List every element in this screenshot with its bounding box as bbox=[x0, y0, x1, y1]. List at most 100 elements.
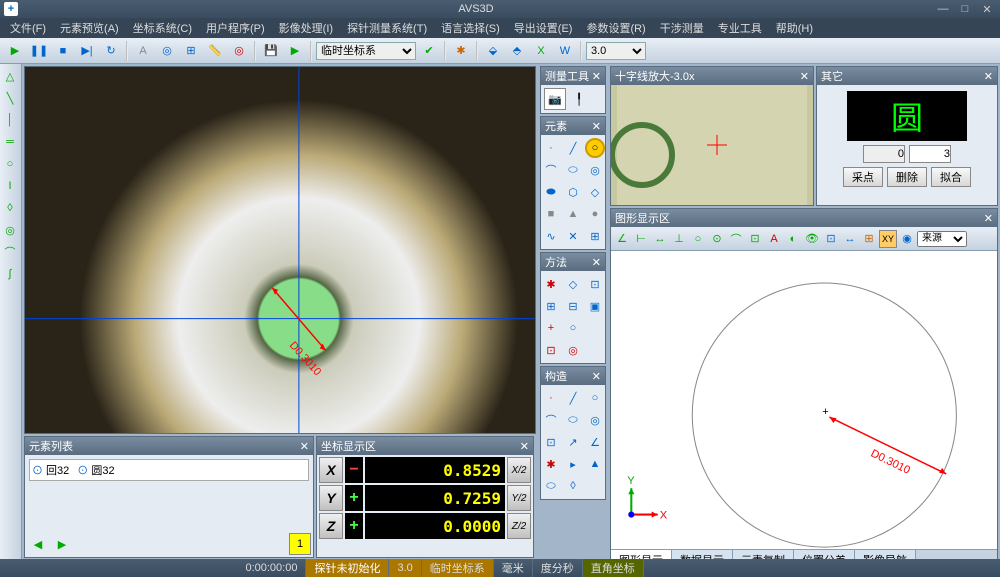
c10-icon[interactable]: ✱ bbox=[541, 454, 561, 474]
zoom-select[interactable]: 3.0 bbox=[586, 42, 646, 60]
ruler-button[interactable]: 📏 bbox=[204, 40, 226, 62]
point-icon[interactable]: · bbox=[541, 138, 561, 158]
menu-item-0[interactable]: 文件(F) bbox=[4, 18, 52, 38]
gt5[interactable]: ○ bbox=[689, 230, 707, 248]
c8-icon[interactable]: ↗ bbox=[563, 432, 583, 452]
menu-item-1[interactable]: 元素预览(A) bbox=[54, 18, 125, 38]
action-button-2[interactable]: 拟合 bbox=[931, 167, 971, 187]
gt11[interactable]: 👁 bbox=[803, 230, 821, 248]
menu-item-6[interactable]: 语言选择(S) bbox=[435, 18, 506, 38]
apply-button[interactable]: ✔ bbox=[418, 40, 440, 62]
menu-item-11[interactable]: 帮助(H) bbox=[770, 18, 819, 38]
menu-item-10[interactable]: 专业工具 bbox=[712, 18, 768, 38]
arc-tool[interactable]: ⌒ bbox=[0, 242, 20, 262]
excel-button[interactable]: X bbox=[530, 40, 552, 62]
gt3[interactable]: ↔ bbox=[651, 230, 669, 248]
c12-icon[interactable]: ▲ bbox=[585, 454, 605, 474]
close-icon[interactable]: ✕ bbox=[800, 70, 809, 83]
c2-icon[interactable]: ╱ bbox=[563, 388, 583, 408]
probe-icon[interactable]: ╿ bbox=[568, 88, 590, 110]
minimize-button[interactable]: — bbox=[934, 2, 952, 16]
diamond-icon[interactable]: ◇ bbox=[585, 182, 605, 202]
c7-icon[interactable]: ⊡ bbox=[541, 432, 561, 452]
source-select[interactable]: 来源 bbox=[917, 231, 967, 247]
ring-icon[interactable]: ◎ bbox=[585, 160, 605, 180]
a-button[interactable]: A bbox=[132, 40, 154, 62]
menu-item-8[interactable]: 参数设置(R) bbox=[580, 18, 651, 38]
gt7[interactable]: ⌒ bbox=[727, 230, 745, 248]
half-Y[interactable]: Y/2 bbox=[507, 485, 531, 511]
line-icon[interactable]: ╱ bbox=[563, 138, 583, 158]
close-button[interactable]: ✕ bbox=[978, 2, 996, 16]
target-button[interactable]: ◎ bbox=[156, 40, 178, 62]
target2-button[interactable]: ◎ bbox=[228, 40, 250, 62]
c5-icon[interactable]: ⬭ bbox=[563, 410, 583, 430]
camera-icon[interactable]: 📷 bbox=[544, 88, 566, 110]
value2-input[interactable] bbox=[909, 145, 951, 163]
gt9[interactable]: A bbox=[765, 230, 783, 248]
menu-item-9[interactable]: 干涉测量 bbox=[654, 18, 710, 38]
half-Z[interactable]: Z/2 bbox=[507, 513, 531, 539]
hex-icon[interactable]: ⬡ bbox=[563, 182, 583, 202]
light-button[interactable]: ✱ bbox=[450, 40, 472, 62]
gt1[interactable]: ∠ bbox=[613, 230, 631, 248]
play2-button[interactable]: ▶ bbox=[284, 40, 306, 62]
menu-item-4[interactable]: 影像处理(I) bbox=[273, 18, 339, 38]
close-icon[interactable]: ✕ bbox=[984, 70, 993, 83]
line-tool[interactable]: ╲ bbox=[0, 88, 20, 108]
slot-icon[interactable]: ⬬ bbox=[541, 182, 561, 202]
m8-icon[interactable]: ○ bbox=[563, 318, 583, 338]
video-view[interactable]: D0.3010 bbox=[24, 66, 536, 434]
m10-icon[interactable]: ⊡ bbox=[541, 340, 561, 360]
triangle-tool[interactable]: △ bbox=[0, 66, 20, 86]
c3-icon[interactable]: ○ bbox=[585, 388, 605, 408]
pause-button[interactable]: ❚❚ bbox=[28, 40, 50, 62]
prism-tool[interactable]: ◊ bbox=[0, 198, 20, 218]
graphic-view[interactable]: + D0.3010 Y X bbox=[611, 251, 997, 549]
donut-tool[interactable]: ◎ bbox=[0, 220, 20, 240]
word-button[interactable]: W bbox=[554, 40, 576, 62]
m6-icon[interactable]: ▣ bbox=[585, 296, 605, 316]
prev-button[interactable]: ◀ bbox=[27, 533, 49, 555]
curve-tool[interactable]: ∫ bbox=[0, 264, 20, 284]
m1-icon[interactable]: ✱ bbox=[541, 274, 561, 294]
value1-input[interactable] bbox=[863, 145, 905, 163]
c9-icon[interactable]: ∠ bbox=[585, 432, 605, 452]
hline-tool[interactable]: ═ bbox=[0, 132, 20, 152]
save-button[interactable]: 💾 bbox=[260, 40, 282, 62]
m9-icon[interactable] bbox=[585, 318, 605, 338]
gt8[interactable]: ⊡ bbox=[746, 230, 764, 248]
cross-icon[interactable]: ✕ bbox=[563, 226, 583, 246]
gt2[interactable]: ⊢ bbox=[632, 230, 650, 248]
m11-icon[interactable]: ◎ bbox=[563, 340, 583, 360]
gt6[interactable]: ⊙ bbox=[708, 230, 726, 248]
c13-icon[interactable]: ⬭ bbox=[541, 476, 561, 496]
grid-button[interactable]: ⊞ bbox=[180, 40, 202, 62]
vline-tool[interactable]: │ bbox=[0, 110, 20, 130]
circle-tool[interactable]: ○ bbox=[0, 154, 20, 174]
gt15[interactable]: ◉ bbox=[898, 230, 916, 248]
close-icon[interactable]: ✕ bbox=[984, 212, 993, 225]
action-button-1[interactable]: 删除 bbox=[887, 167, 927, 187]
ellipse-icon[interactable]: ⬭ bbox=[563, 160, 583, 180]
c11-icon[interactable]: ▸ bbox=[563, 454, 583, 474]
tool-a-button[interactable]: ⬙ bbox=[482, 40, 504, 62]
m2-icon[interactable]: ◇ bbox=[563, 274, 583, 294]
stop-button[interactable]: ■ bbox=[52, 40, 74, 62]
play-button[interactable]: ▶ bbox=[4, 40, 26, 62]
c1-icon[interactable]: · bbox=[541, 388, 561, 408]
list-item[interactable]: ⊙ 圆32 bbox=[77, 462, 114, 478]
m12-icon[interactable] bbox=[585, 340, 605, 360]
crosshair-view[interactable] bbox=[611, 85, 813, 205]
c6-icon[interactable]: ◎ bbox=[585, 410, 605, 430]
m5-icon[interactable]: ⊟ bbox=[563, 296, 583, 316]
grid-icon[interactable]: ⊞ bbox=[585, 226, 605, 246]
coordsys-select[interactable]: 临时坐标系 bbox=[316, 42, 416, 60]
arc-icon[interactable]: ⌒ bbox=[541, 160, 561, 180]
gt4[interactable]: ⊥ bbox=[670, 230, 688, 248]
gt14[interactable]: ⊞ bbox=[860, 230, 878, 248]
c14-icon[interactable]: ◊ bbox=[563, 476, 583, 496]
close-icon[interactable]: ✕ bbox=[520, 440, 529, 453]
close-icon[interactable]: ✕ bbox=[300, 440, 309, 453]
triangle-icon[interactable]: ▲ bbox=[563, 204, 583, 224]
